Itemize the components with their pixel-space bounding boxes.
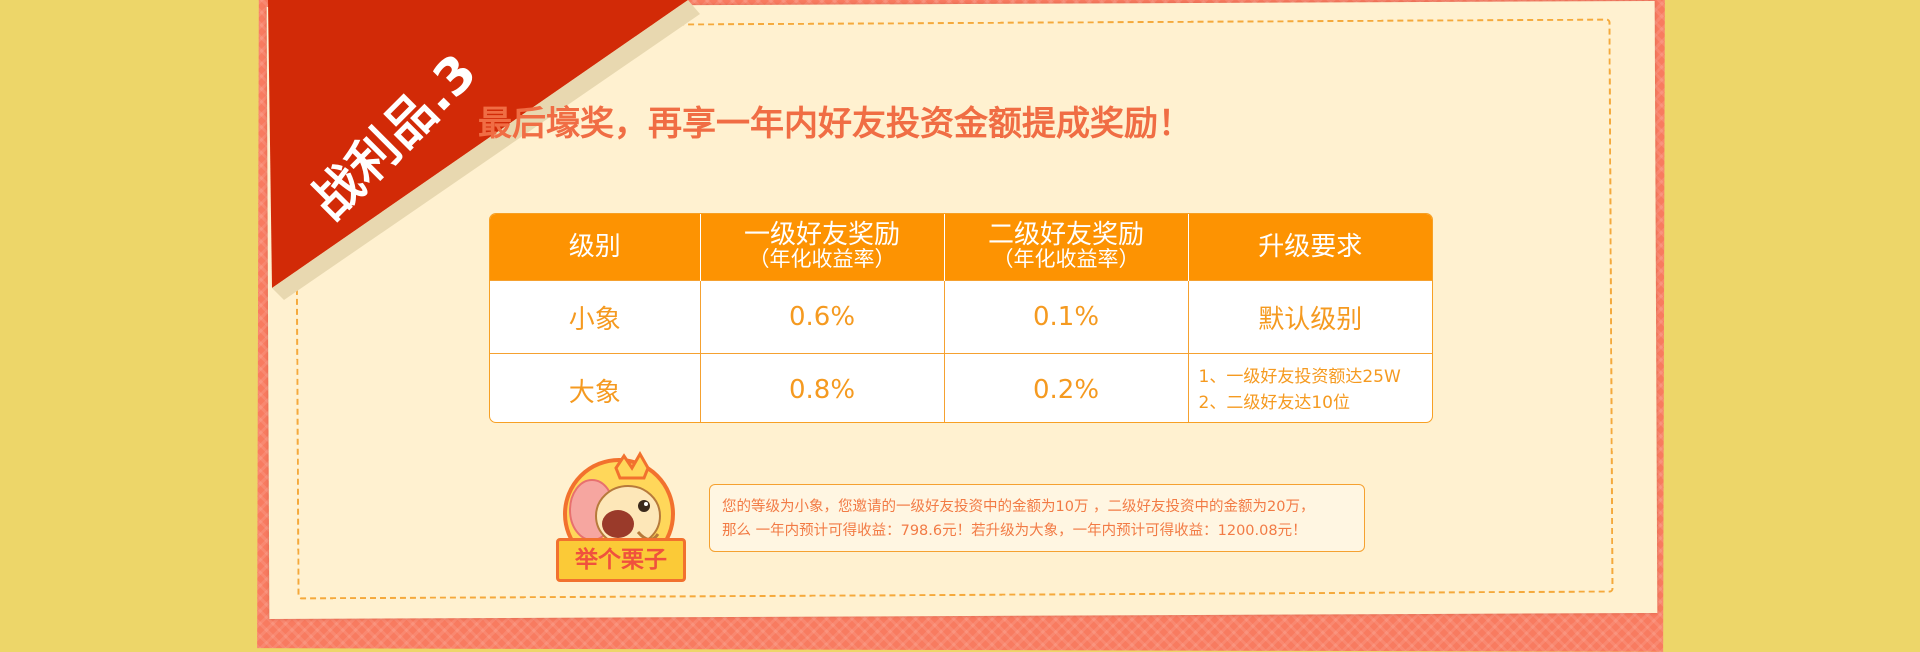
- requirement-line: 2、二级好友达10位: [1198, 393, 1350, 413]
- cell-first-rate: 0.8%: [700, 353, 945, 422]
- cell-second-rate: 0.2%: [944, 353, 1189, 422]
- page-headline: 最后壕奖，再享一年内好友投资金额提成奖励！: [478, 104, 1192, 144]
- header-level: 级别: [490, 214, 701, 281]
- reward-table: 级别 一级好友奖励 （年化收益率） 二级好友奖励 （年化收益率） 升级要求 小象…: [489, 213, 1433, 423]
- header-second-reward: 二级好友奖励 （年化收益率）: [944, 214, 1189, 281]
- cell-first-rate: 0.6%: [700, 280, 945, 354]
- table-header-row: 级别 一级好友奖励 （年化收益率） 二级好友奖励 （年化收益率） 升级要求: [490, 214, 1432, 281]
- table-row: 小象 0.6% 0.1% 默认级别: [490, 280, 1432, 354]
- example-line: 那么 一年内预计可得收益：798.6元！若升级为大象，一年内预计可得收益：120…: [722, 523, 1307, 539]
- table-row: 大象 0.8% 0.2% 1、一级好友投资额达25W 2、二级好友达10位: [490, 353, 1432, 422]
- header-upgrade-requirement: 升级要求: [1188, 214, 1432, 281]
- cell-requirement: 默认级别: [1188, 280, 1432, 354]
- cell-second-rate: 0.1%: [944, 280, 1189, 354]
- requirement-line: 1、一级好友投资额达25W: [1198, 367, 1401, 387]
- example-label: 举个栗子: [556, 538, 686, 582]
- cell-level: 小象: [490, 280, 701, 354]
- example-line: 您的等级为小象，您邀请的一级好友投资中的金额为10万 ，二级好友投资中的金额为2…: [722, 499, 1315, 515]
- cell-requirement: 1、一级好友投资额达25W 2、二级好友达10位: [1188, 353, 1432, 422]
- cell-level: 大象: [490, 353, 701, 422]
- header-first-reward: 一级好友奖励 （年化收益率）: [700, 214, 945, 281]
- example-box: 您的等级为小象，您邀请的一级好友投资中的金额为10万 ，二级好友投资中的金额为2…: [709, 484, 1365, 552]
